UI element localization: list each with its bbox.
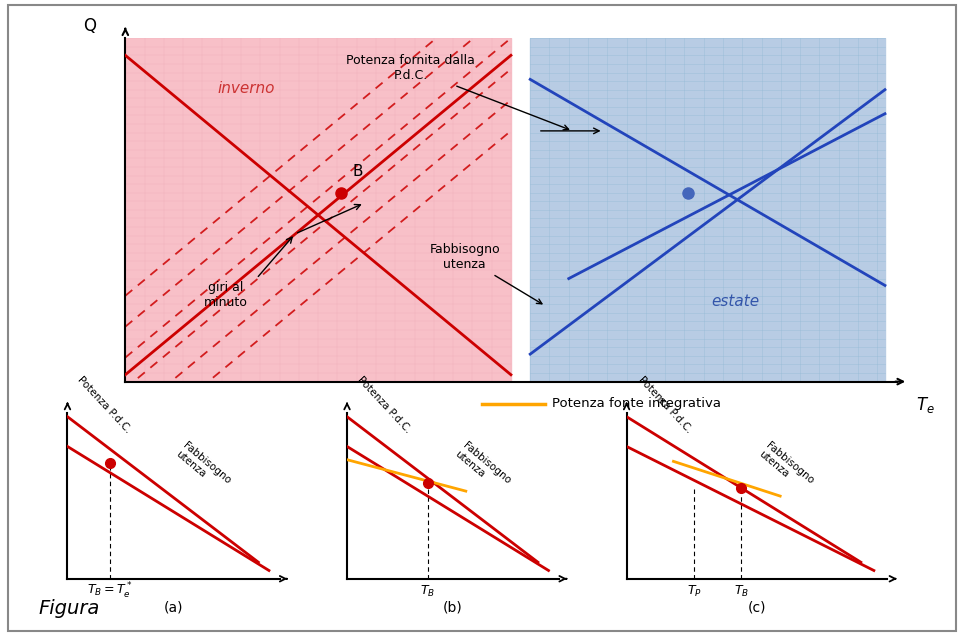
Text: (b): (b) bbox=[443, 601, 463, 615]
Text: Fabbisogno
utenza: Fabbisogno utenza bbox=[174, 440, 232, 495]
Text: Potenza fonte integrativa: Potenza fonte integrativa bbox=[552, 398, 721, 410]
Text: (a): (a) bbox=[164, 601, 183, 615]
Text: Q: Q bbox=[83, 17, 95, 35]
Text: giri al
minuto: giri al minuto bbox=[203, 281, 248, 309]
Text: inverno: inverno bbox=[218, 81, 276, 96]
Text: $T_B = T_e^*$: $T_B = T_e^*$ bbox=[87, 581, 133, 602]
Text: Potenza fornita dalla
P.d.C.: Potenza fornita dalla P.d.C. bbox=[346, 54, 569, 130]
Text: estate: estate bbox=[711, 294, 760, 309]
Text: (c): (c) bbox=[747, 601, 766, 615]
Text: $T_e$: $T_e$ bbox=[916, 396, 934, 415]
Text: Fabbisogno
utenza: Fabbisogno utenza bbox=[757, 440, 816, 495]
Text: Fabbisogno
utenza: Fabbisogno utenza bbox=[429, 243, 542, 304]
Bar bbox=[530, 38, 885, 382]
Text: Potenza P.d.C.: Potenza P.d.C. bbox=[356, 375, 413, 435]
Text: Potenza P.d.C.: Potenza P.d.C. bbox=[637, 375, 694, 435]
Text: B: B bbox=[353, 163, 363, 179]
Text: Figura: Figura bbox=[39, 598, 100, 618]
Text: Fabbisogno
utenza: Fabbisogno utenza bbox=[453, 440, 512, 495]
Bar bbox=[125, 38, 511, 382]
Text: $T_B$: $T_B$ bbox=[734, 584, 749, 599]
Text: Potenza P.d.C.: Potenza P.d.C. bbox=[76, 375, 133, 435]
Text: $T_B$: $T_B$ bbox=[420, 584, 435, 599]
Text: $T_P$: $T_P$ bbox=[686, 584, 702, 599]
